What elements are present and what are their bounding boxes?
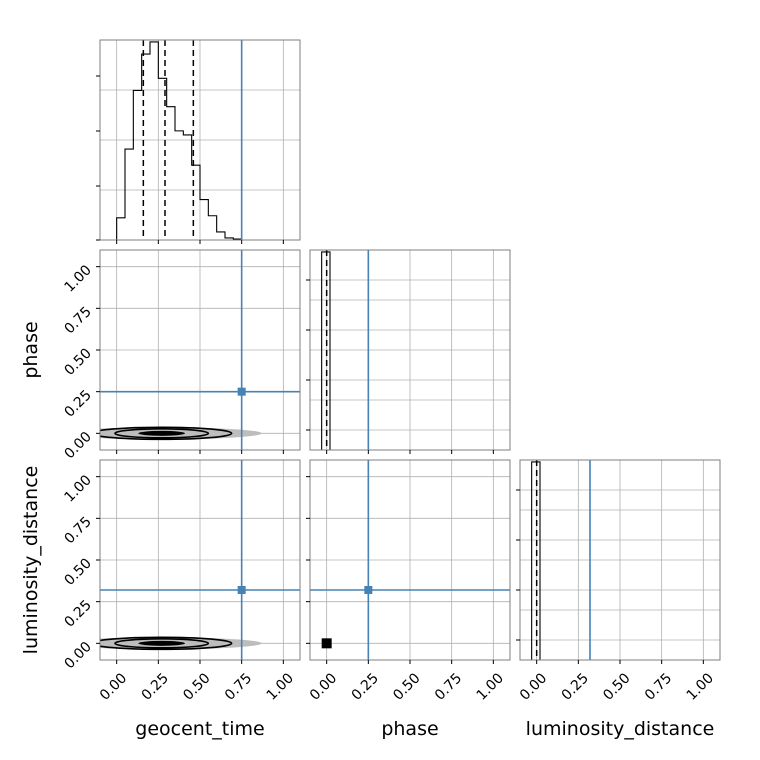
y-tick-label: 1.00 <box>61 472 94 505</box>
y-tick-label: 0.00 <box>61 639 94 672</box>
y-tick-label: 0.50 <box>61 346 94 379</box>
truth-marker <box>237 586 246 594</box>
panel-luminosity_distance-hist <box>520 460 720 660</box>
x-tick-label: 0.00 <box>517 670 550 703</box>
x-tick-label: 0.25 <box>559 670 592 703</box>
contour-middle <box>114 638 210 649</box>
x-axis-label-geocent_time: geocent_time <box>135 718 264 740</box>
contour-inner <box>138 430 186 436</box>
x-tick-label: 0.75 <box>642 670 675 703</box>
x-axis-label-phase: phase <box>381 718 438 740</box>
histogram-phase <box>321 251 331 450</box>
histogram-geocent_time <box>116 41 259 240</box>
x-tick-label: 1.00 <box>474 670 507 703</box>
histogram-luminosity_distance <box>531 461 541 660</box>
y-axis-label-luminosity_distance: luminosity_distance <box>20 466 42 655</box>
y-tick-label: 0.25 <box>61 597 94 630</box>
density-block <box>321 638 332 649</box>
y-tick-label: 0.75 <box>61 514 94 547</box>
contour-middle <box>114 428 210 439</box>
truth-marker <box>237 387 246 396</box>
truth-marker <box>364 586 373 594</box>
panel-geocent_time-vs-luminosity_distance <box>100 460 300 660</box>
x-tick-label: 0.50 <box>180 670 213 703</box>
x-tick-label: 0.00 <box>307 670 340 703</box>
panel-geocent_time-vs-phase <box>100 250 300 450</box>
x-tick-label: 1.00 <box>684 670 717 703</box>
x-tick-label: 0.50 <box>600 670 633 703</box>
y-tick-label: 0.50 <box>61 556 94 589</box>
x-tick-label: 0.25 <box>349 670 382 703</box>
x-axis-label-luminosity_distance: luminosity_distance <box>526 718 715 740</box>
contour-inner <box>138 640 186 646</box>
x-tick-label: 0.75 <box>222 670 255 703</box>
y-tick-label: 0.25 <box>61 387 94 420</box>
x-tick-label: 1.00 <box>264 670 297 703</box>
x-tick-label: 0.00 <box>97 670 130 703</box>
x-tick-label: 0.25 <box>139 670 172 703</box>
panel-phase-hist <box>310 250 510 450</box>
x-tick-label: 0.75 <box>432 670 465 703</box>
panel-phase-vs-luminosity_distance <box>310 460 510 660</box>
y-tick-label: 1.00 <box>61 262 94 295</box>
contour-outer <box>100 426 233 441</box>
y-tick-label: 0.75 <box>61 304 94 337</box>
contour-outer <box>100 636 233 651</box>
panel-geocent_time-hist <box>100 40 300 240</box>
y-tick-label: 0.00 <box>61 429 94 462</box>
x-tick-label: 0.50 <box>390 670 423 703</box>
y-axis-label-phase: phase <box>20 321 42 378</box>
